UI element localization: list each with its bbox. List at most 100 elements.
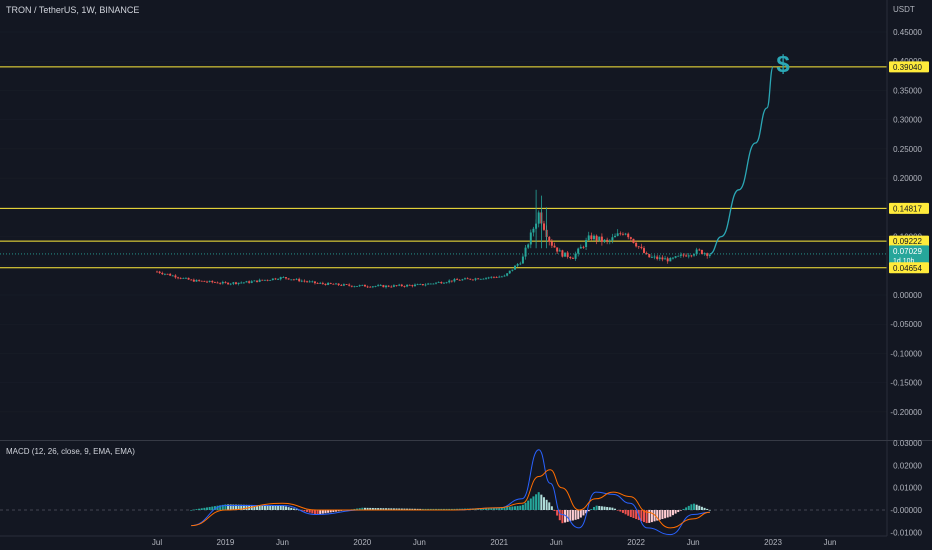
macd-hist-bar <box>353 508 356 510</box>
candle-body <box>234 282 237 284</box>
candle-body <box>650 256 653 258</box>
candle-body <box>321 282 324 284</box>
candle-body <box>498 276 501 278</box>
candle-body <box>548 236 551 242</box>
dollar-annotation[interactable]: $ <box>776 51 790 78</box>
macd-axis[interactable]: 0.03000 0.02000 0.01000 -0.00000 -0.01000 <box>890 439 922 537</box>
macd-hist-bar <box>395 508 398 510</box>
candle-body <box>627 233 630 238</box>
macd-hist-bar <box>263 505 266 510</box>
time-tick-label: 2023 <box>764 538 782 547</box>
level-label-text: 0.07029 <box>893 247 922 256</box>
candle-body <box>587 235 590 241</box>
candle-body <box>616 233 619 236</box>
candle-body <box>382 285 385 288</box>
level-label-text: 1d 10h <box>893 258 915 265</box>
macd-hist-bar <box>690 504 693 510</box>
macd-hist-bar <box>508 506 511 510</box>
candle-body <box>429 283 432 285</box>
candle-body <box>292 279 295 281</box>
candle-body <box>216 282 219 284</box>
candle-body <box>448 280 451 283</box>
projection-line[interactable] <box>709 66 774 255</box>
candle-body <box>527 244 530 248</box>
candle-body <box>666 258 669 262</box>
level-label-bg <box>889 61 929 73</box>
price-tick-label: -0.05000 <box>890 320 922 329</box>
candle-body <box>632 238 635 243</box>
candle-body <box>503 275 506 277</box>
time-tick-label: Jul <box>152 538 162 547</box>
macd-hist-bar <box>550 506 553 510</box>
candle-body <box>658 257 661 259</box>
candle-body <box>592 235 595 240</box>
macd-hist-bar <box>511 506 514 510</box>
macd-hist-bar <box>498 507 501 510</box>
macd-hist-bar <box>287 507 290 510</box>
candle-body <box>213 282 216 283</box>
candle-body <box>492 276 495 278</box>
candle-body <box>345 284 348 286</box>
time-axis[interactable]: Jul 2019 Jun 2020 Jun 2021 Jun 2022 Jun 2023 Jun <box>152 538 837 547</box>
candle-body <box>253 280 256 282</box>
macd-hist-bar <box>400 508 403 510</box>
macd-tick-label: -0.01000 <box>890 528 922 537</box>
macd-hist-bar <box>658 510 661 520</box>
candle-body <box>303 280 306 282</box>
candle-body <box>635 242 638 247</box>
candle-body <box>232 282 235 284</box>
macd-hist-bar <box>621 510 624 513</box>
macd-hist-bar <box>200 508 203 510</box>
macd-hist-bar <box>456 508 459 510</box>
candle-body <box>464 278 466 280</box>
candle-body <box>508 270 511 274</box>
macd-hist-bar <box>487 508 490 510</box>
candle-body <box>187 277 190 280</box>
candle-body <box>419 284 422 285</box>
price-grid <box>0 31 887 413</box>
candle-body <box>600 236 603 242</box>
candle-body <box>537 212 540 224</box>
candle-body <box>366 286 369 288</box>
symbol-title: TRON / TetherUS, 1W, BINANCE <box>6 5 139 15</box>
candle-body <box>590 235 593 240</box>
macd-hist-bar <box>653 510 656 522</box>
macd-hist-bar <box>656 510 659 521</box>
candle-body <box>574 253 577 259</box>
macd-hist-bar <box>540 494 543 510</box>
macd-hist-bar <box>387 508 390 510</box>
macd-hist-bar <box>514 506 517 510</box>
time-tick-label: Jun <box>276 538 289 547</box>
macd-hist-bar <box>608 507 611 510</box>
time-tick-label: Jun <box>824 538 837 547</box>
macd-hist-bar <box>627 510 630 516</box>
time-tick-label: Jun <box>550 538 563 547</box>
candle-body <box>200 280 203 282</box>
macd-hist-bar <box>234 504 237 510</box>
candle-body <box>482 278 485 280</box>
candle-body <box>708 254 711 256</box>
macd-hist-bar <box>269 505 272 510</box>
macd-hist-bar <box>682 508 685 510</box>
macd-hist-bar <box>700 506 703 510</box>
candle-body <box>295 278 298 280</box>
level-label: 0.07029 <box>889 245 929 257</box>
macd-hist-bar <box>403 508 406 510</box>
macd-hist-bar <box>411 508 414 510</box>
macd-hist-bar <box>324 510 327 514</box>
candle-body <box>519 263 522 265</box>
candle-body <box>350 285 353 287</box>
macd-hist-bar <box>371 507 374 510</box>
candle-body <box>571 258 574 259</box>
candle-body <box>371 286 374 288</box>
price-tick-label: 0.25000 <box>893 145 922 154</box>
candle-body <box>250 281 253 283</box>
macd-hist-bar <box>708 509 711 511</box>
macd-hist-bar <box>553 510 556 511</box>
candle-body <box>395 285 398 287</box>
candle-body <box>179 277 182 279</box>
macd-hist-bar <box>356 508 359 510</box>
macd-label: MACD (12, 26, close, 9, EMA, EMA) <box>6 447 135 456</box>
macd-hist-bar <box>261 505 264 510</box>
